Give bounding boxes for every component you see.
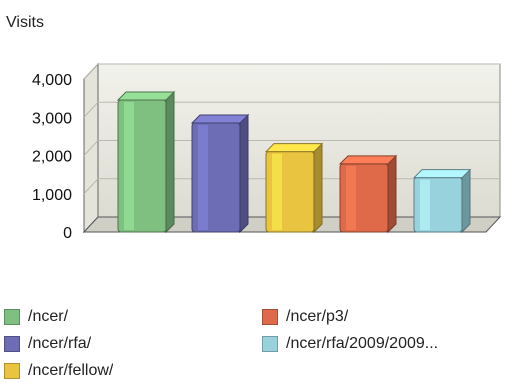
legend-swatch bbox=[4, 363, 20, 379]
legend-item: /ncer/rfa/2009/2009... bbox=[262, 333, 438, 355]
bar-side bbox=[387, 154, 397, 234]
bar-side bbox=[239, 113, 249, 234]
bar-top bbox=[412, 169, 472, 179]
legend-swatch bbox=[262, 309, 278, 325]
legend-swatch bbox=[4, 336, 20, 352]
legend-swatch bbox=[4, 309, 20, 325]
legend-item: /ncer/p3/ bbox=[262, 306, 348, 328]
bar-highlight bbox=[198, 124, 208, 230]
bar-side bbox=[313, 142, 323, 234]
gridline bbox=[83, 63, 99, 80]
y-tick-label: 2,000 bbox=[32, 149, 72, 166]
bar bbox=[116, 90, 176, 234]
legend-item: /ncer/fellow/ bbox=[4, 360, 113, 382]
legend-item: /ncer/ bbox=[4, 306, 68, 328]
y-tick-label: 0 bbox=[63, 225, 72, 242]
bar-highlight bbox=[272, 153, 282, 230]
bar-top bbox=[338, 155, 398, 165]
legend-label: /ncer/fellow/ bbox=[28, 362, 114, 379]
y-tick-label: 1,000 bbox=[32, 187, 72, 204]
bars bbox=[116, 90, 472, 234]
bar-highlight bbox=[124, 102, 134, 230]
y-tick-label: 4,000 bbox=[32, 72, 72, 89]
bar-highlight bbox=[346, 165, 356, 230]
y-axis-label: Visits bbox=[6, 14, 44, 31]
bar-chart: Visits 4,000 3,000 2,000 1,000 0 bbox=[6, 14, 502, 242]
bar-top bbox=[116, 91, 176, 101]
legend-swatch bbox=[262, 336, 278, 352]
y-tick-label: 3,000 bbox=[32, 110, 72, 127]
bar bbox=[412, 168, 472, 234]
gridline bbox=[83, 101, 99, 118]
bar bbox=[338, 154, 398, 234]
y-axis-ticks: 4,000 3,000 2,000 1,000 0 bbox=[32, 72, 72, 242]
gridline bbox=[83, 140, 99, 156]
legend-item: /ncer/rfa/ bbox=[4, 333, 91, 355]
bar-highlight bbox=[420, 179, 430, 230]
bar-top bbox=[190, 114, 250, 124]
gridline bbox=[83, 178, 99, 195]
bar-side bbox=[165, 90, 175, 234]
legend: /ncer/ /ncer/rfa/ /ncer/fellow/ /ncer/p3… bbox=[4, 306, 510, 386]
legend-label: /ncer/rfa/ bbox=[28, 335, 92, 352]
bar-top bbox=[264, 143, 324, 153]
bar-side bbox=[461, 168, 471, 234]
legend-label: /ncer/rfa/2009/2009... bbox=[286, 335, 439, 352]
bar bbox=[190, 113, 250, 234]
legend-label: /ncer/ bbox=[28, 308, 69, 325]
legend-label: /ncer/p3/ bbox=[286, 308, 349, 325]
bar bbox=[264, 142, 324, 234]
